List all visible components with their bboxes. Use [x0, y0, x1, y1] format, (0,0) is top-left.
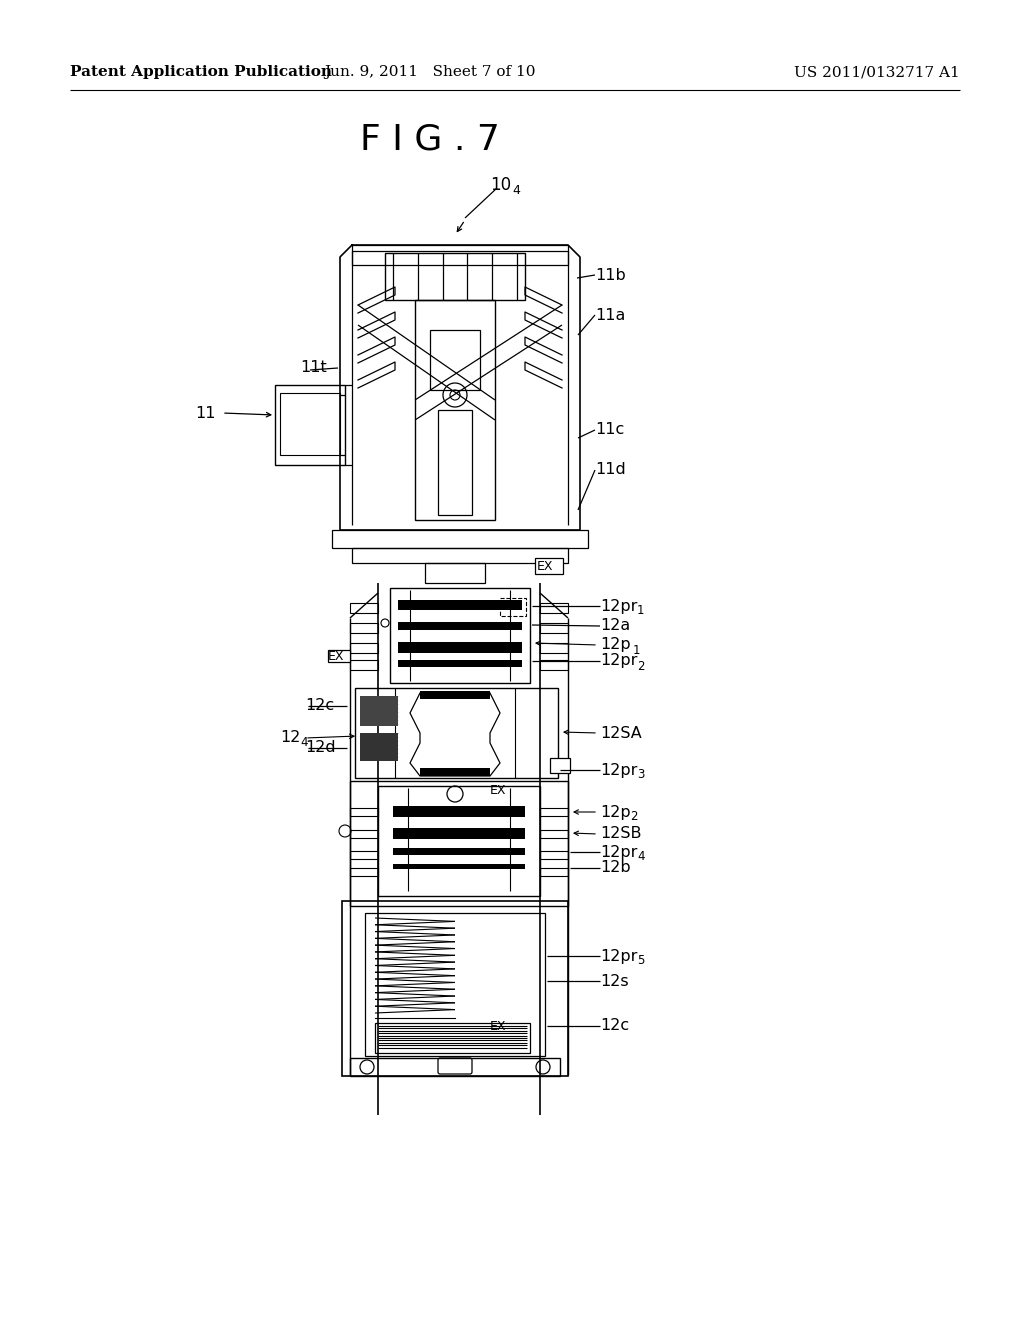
Circle shape: [447, 785, 463, 803]
Bar: [415, 300, 495, 520]
Bar: [350, 781, 568, 906]
Bar: [393, 847, 525, 855]
Circle shape: [450, 389, 460, 400]
Bar: [350, 869, 378, 876]
Bar: [375, 1023, 530, 1053]
Text: 5: 5: [637, 954, 644, 968]
Text: 10: 10: [490, 176, 511, 194]
Text: 11b: 11b: [595, 268, 626, 282]
Text: 12p: 12p: [600, 638, 631, 652]
Bar: [438, 411, 472, 515]
Text: 1: 1: [633, 644, 640, 656]
Text: US 2011/0132717 A1: US 2011/0132717 A1: [795, 65, 961, 79]
Bar: [378, 785, 540, 896]
Bar: [393, 828, 525, 840]
Bar: [352, 548, 568, 564]
Bar: [350, 808, 378, 816]
Bar: [390, 587, 530, 682]
Text: 11: 11: [195, 405, 215, 421]
Text: 12pr: 12pr: [600, 598, 637, 614]
Bar: [398, 660, 522, 667]
Bar: [540, 660, 568, 671]
Text: 12s: 12s: [600, 974, 629, 989]
Text: 4: 4: [512, 183, 520, 197]
Bar: [393, 865, 525, 869]
Bar: [540, 808, 568, 816]
Text: 11d: 11d: [595, 462, 626, 478]
Bar: [350, 603, 378, 612]
Bar: [275, 385, 345, 465]
Bar: [385, 253, 525, 300]
Text: 12SB: 12SB: [600, 826, 641, 842]
Circle shape: [360, 1060, 374, 1074]
Text: 11a: 11a: [595, 308, 626, 322]
Text: 3: 3: [637, 768, 644, 781]
Bar: [350, 623, 378, 634]
Text: 12pr: 12pr: [600, 763, 637, 777]
Text: EX: EX: [537, 560, 554, 573]
Circle shape: [536, 1060, 550, 1074]
Bar: [500, 598, 526, 616]
Text: 12b: 12b: [600, 861, 631, 875]
Bar: [398, 601, 522, 610]
Text: 2: 2: [630, 810, 638, 824]
Bar: [342, 902, 568, 1076]
Bar: [420, 768, 490, 776]
Text: 12: 12: [280, 730, 300, 746]
Text: 11t: 11t: [300, 360, 327, 375]
Bar: [420, 690, 490, 700]
Text: 4: 4: [637, 850, 644, 863]
Text: 4: 4: [300, 737, 307, 750]
Text: EX: EX: [328, 649, 344, 663]
Text: EX: EX: [490, 1019, 507, 1032]
Bar: [365, 913, 545, 1056]
Text: 12pr: 12pr: [600, 949, 637, 964]
Bar: [360, 696, 398, 726]
Bar: [328, 649, 350, 663]
Bar: [350, 1059, 560, 1076]
Text: 12a: 12a: [600, 619, 630, 634]
Bar: [540, 830, 568, 838]
Bar: [393, 807, 525, 817]
Bar: [332, 531, 588, 548]
Bar: [350, 643, 378, 653]
Text: 12pr: 12pr: [600, 845, 637, 859]
Text: Patent Application Publication: Patent Application Publication: [70, 65, 332, 79]
Bar: [535, 558, 563, 574]
Bar: [540, 643, 568, 653]
Bar: [540, 623, 568, 634]
Bar: [540, 851, 568, 859]
Text: EX: EX: [490, 784, 507, 797]
Bar: [350, 830, 378, 838]
Circle shape: [381, 619, 389, 627]
Text: 12c: 12c: [305, 698, 334, 714]
Bar: [398, 642, 522, 653]
Bar: [280, 393, 340, 455]
Text: F I G . 7: F I G . 7: [360, 123, 500, 157]
Text: 11c: 11c: [595, 422, 625, 437]
Polygon shape: [410, 693, 500, 776]
Bar: [350, 851, 378, 859]
Bar: [430, 330, 480, 389]
Text: 2: 2: [637, 660, 644, 672]
Text: 12p: 12p: [600, 804, 631, 820]
Bar: [352, 246, 568, 265]
Text: 12pr: 12pr: [600, 653, 637, 668]
Bar: [360, 733, 398, 762]
Text: 12c: 12c: [600, 1019, 629, 1034]
Bar: [350, 660, 378, 671]
Bar: [540, 869, 568, 876]
Bar: [540, 603, 568, 612]
Circle shape: [339, 825, 351, 837]
Text: 12SA: 12SA: [600, 726, 642, 741]
Bar: [398, 622, 522, 630]
Text: 12d: 12d: [305, 741, 336, 755]
FancyBboxPatch shape: [438, 1059, 472, 1074]
Bar: [355, 688, 558, 777]
Bar: [425, 564, 485, 583]
Text: Jun. 9, 2011   Sheet 7 of 10: Jun. 9, 2011 Sheet 7 of 10: [325, 65, 536, 79]
Circle shape: [443, 383, 467, 407]
Bar: [550, 758, 570, 774]
Text: 1: 1: [637, 605, 644, 618]
